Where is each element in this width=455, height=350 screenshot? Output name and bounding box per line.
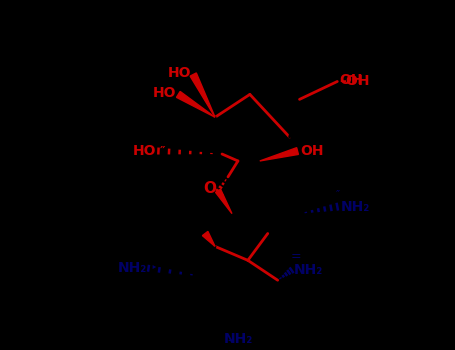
Text: ‣: ‣ (151, 263, 157, 273)
Text: –OH: –OH (339, 75, 370, 89)
Text: –: – (228, 334, 234, 347)
Text: =: = (291, 250, 301, 263)
Text: OH: OH (339, 74, 363, 88)
Text: NH₂: NH₂ (340, 200, 369, 214)
Text: O: O (203, 181, 217, 196)
Text: HO: HO (133, 144, 157, 158)
Text: NH₂: NH₂ (117, 261, 147, 275)
Polygon shape (202, 231, 215, 246)
Text: ″: ″ (335, 189, 339, 199)
Text: ″: ″ (220, 193, 224, 203)
Text: HO: HO (168, 65, 191, 79)
Text: NH₂: NH₂ (293, 263, 323, 277)
Text: OH: OH (301, 144, 324, 158)
Text: ″: ″ (159, 145, 165, 158)
Polygon shape (260, 148, 298, 161)
Polygon shape (216, 189, 232, 214)
Polygon shape (190, 73, 215, 117)
Polygon shape (177, 91, 215, 117)
Text: NH₂: NH₂ (223, 332, 253, 346)
Text: HO: HO (153, 86, 177, 100)
